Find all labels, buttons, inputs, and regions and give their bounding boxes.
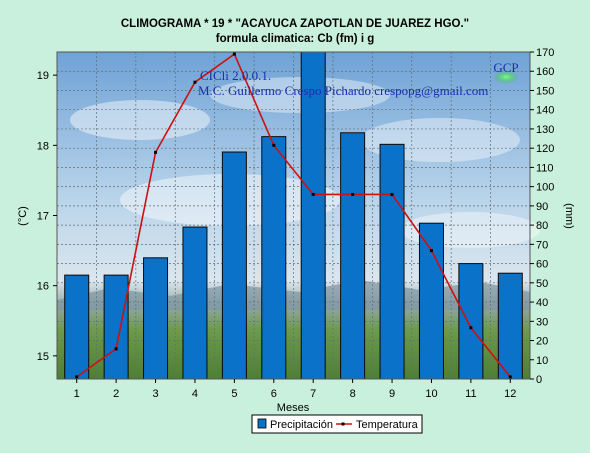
temperature-point xyxy=(232,52,236,56)
precipitation-bar xyxy=(64,274,90,380)
temperature-polyline xyxy=(76,52,511,378)
left-axis-tick-label: 18 xyxy=(37,140,49,152)
legend-swatch-precipitation xyxy=(257,418,267,429)
right-axis-tick-label: 150 xyxy=(536,85,554,97)
x-axis-tick-label: 1 xyxy=(74,388,80,400)
x-axis-tick-label: 9 xyxy=(389,388,395,400)
right-axis-tick-label: 110 xyxy=(536,162,554,174)
precipitation-bar xyxy=(261,136,287,380)
temperature-point xyxy=(469,326,473,330)
legend: Precipitación Temperatura xyxy=(251,414,423,434)
temperature-point xyxy=(351,192,355,196)
right-axis-tick-label: 60 xyxy=(536,259,548,271)
precipitation-bar xyxy=(379,143,405,380)
right-axis-tick-label: 90 xyxy=(536,201,548,213)
right-axis-tick-label: 160 xyxy=(536,66,554,78)
left-axis-tick-label: 15 xyxy=(37,351,49,363)
temperature-line xyxy=(75,52,512,379)
temperature-point xyxy=(114,347,118,351)
left-axis-tick-label: 17 xyxy=(37,211,49,223)
right-axis-tick-label: 140 xyxy=(536,105,554,117)
gcp-logo: GCP xyxy=(493,60,519,84)
x-axis-tick-label: 2 xyxy=(113,388,119,400)
left-axis: 15 16 17 18 19 xyxy=(37,70,57,363)
legend-label-precipitation: Precipitación xyxy=(270,419,333,431)
y-axis-left-label: (°C) xyxy=(17,206,29,226)
x-axis-tick-label: 4 xyxy=(192,388,198,400)
x-axis-label: Meses xyxy=(277,402,310,414)
left-axis-tick-label: 16 xyxy=(37,281,49,293)
legend-swatch-temperature xyxy=(336,422,352,426)
right-axis-tick-label: 100 xyxy=(536,182,554,194)
right-axis-tick-label: 80 xyxy=(536,220,548,232)
x-axis-tick-label: 11 xyxy=(465,388,476,400)
legend-label-temperature: Temperatura xyxy=(356,419,419,431)
x-axis: 1 2 3 4 5 6 7 8 9 10 11 12 xyxy=(74,379,516,400)
right-axis-tick-label: 130 xyxy=(536,124,554,136)
precipitation-bar xyxy=(497,272,523,380)
precipitation-bar xyxy=(182,226,208,380)
x-axis-tick-label: 8 xyxy=(350,388,356,400)
precipitation-bar xyxy=(143,257,169,380)
right-axis-tick-label: 20 xyxy=(536,336,548,348)
x-axis-tick-label: 10 xyxy=(425,388,437,400)
temperature-point xyxy=(193,80,197,84)
x-axis-tick-label: 3 xyxy=(152,388,158,400)
chart-subtitle: formula climatica: Cb (fm) i g xyxy=(216,33,374,45)
precipitation-bar xyxy=(458,263,484,380)
right-axis-tick-label: 0 xyxy=(536,374,542,386)
x-axis-tick-label: 12 xyxy=(504,388,516,400)
precipitation-bar xyxy=(221,151,247,380)
chart-title: CLIMOGRAMA * 19 * "ACAYUCA ZAPOTLAN DE J… xyxy=(121,18,469,30)
temperature-point xyxy=(429,249,433,253)
y-axis-right-label: (mm) xyxy=(563,203,575,229)
right-axis-tick-label: 40 xyxy=(536,297,548,309)
temperature-point xyxy=(75,375,79,379)
precipitation-bar xyxy=(340,132,366,380)
x-axis-tick-label: 5 xyxy=(231,388,237,400)
right-axis-tick-label: 170 xyxy=(536,47,554,59)
x-axis-tick-label: 7 xyxy=(310,388,316,400)
right-axis-tick-label: 120 xyxy=(536,143,554,155)
right-axis: 0 10 20 30 40 50 60 70 80 90 100 110 120 130 140 150 160… xyxy=(530,47,554,386)
left-axis-tick-label: 19 xyxy=(37,70,49,82)
temperature-point xyxy=(390,192,394,196)
version-annotation: CICli 2.0.0.1. xyxy=(200,68,271,83)
temperature-point xyxy=(154,150,158,154)
logo-text: GCP xyxy=(493,60,518,75)
temperature-point xyxy=(272,143,276,147)
right-axis-tick-label: 50 xyxy=(536,278,548,290)
right-axis-tick-label: 10 xyxy=(536,355,548,367)
precipitation-bars xyxy=(64,51,523,380)
right-axis-tick-label: 70 xyxy=(536,239,548,251)
precipitation-bar xyxy=(103,274,129,380)
author-annotation: M.C. Guillermo Crespo Pichardo crespopg@… xyxy=(198,83,488,98)
precipitation-bar xyxy=(418,222,444,380)
temperature-point xyxy=(508,375,512,379)
x-axis-tick-label: 6 xyxy=(271,388,277,400)
temperature-point xyxy=(311,192,315,196)
precipitation-bar xyxy=(300,51,326,380)
right-axis-tick-label: 30 xyxy=(536,316,548,328)
